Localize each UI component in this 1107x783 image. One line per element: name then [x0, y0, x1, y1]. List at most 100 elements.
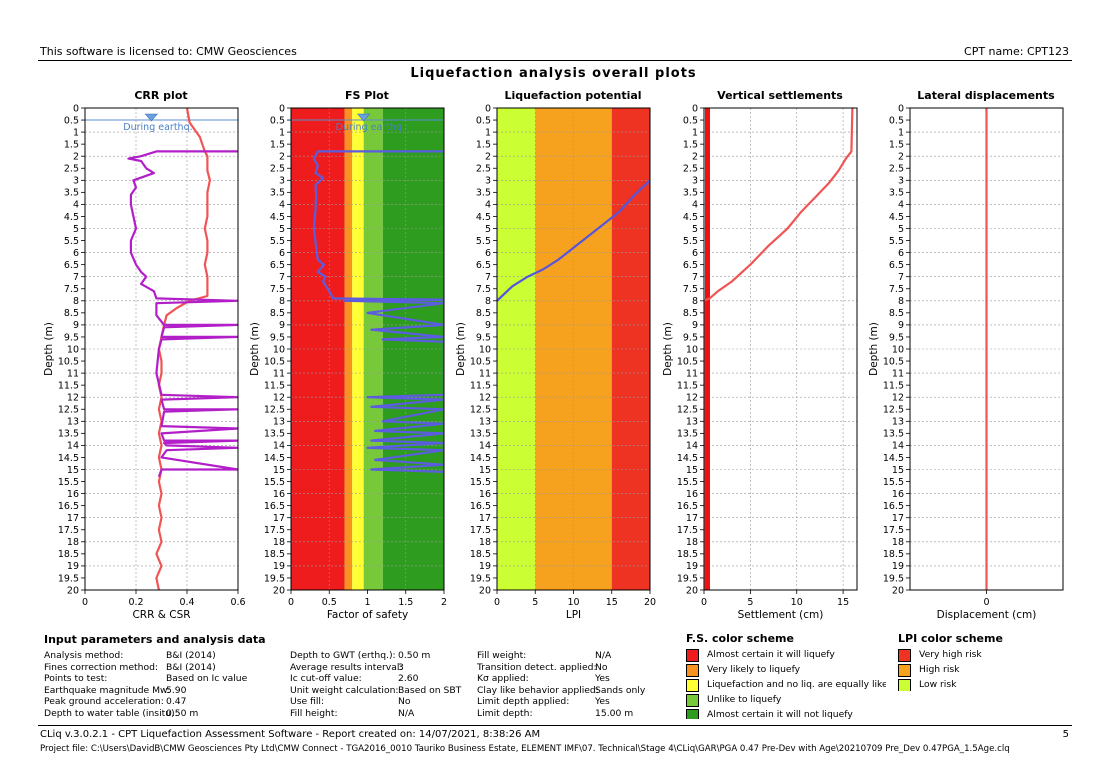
y-tick-label: 19.5 — [470, 573, 491, 584]
y-tick-label: 2 — [485, 152, 491, 163]
y-tick-label: 7.5 — [64, 284, 79, 295]
y-tick-label: 6 — [485, 248, 491, 259]
y-tick-label: 11.5 — [470, 380, 491, 391]
y-tick-label: 9 — [279, 320, 285, 331]
y-tick-label: 18 — [273, 537, 285, 548]
param-label: Use fill: — [290, 696, 325, 707]
y-tick-label: 4 — [279, 200, 285, 211]
y-tick-label: 0.5 — [683, 115, 698, 126]
lpi-plot-title: Liquefaction potential — [504, 89, 642, 102]
y-tick-label: 17 — [686, 513, 698, 524]
y-tick-label: 14.5 — [58, 453, 79, 464]
y-tick-label: 9.5 — [64, 332, 79, 343]
y-tick-label: 17.5 — [264, 525, 285, 536]
y-tick-label: 1.5 — [476, 139, 491, 150]
y-tick-label: 13.5 — [470, 429, 491, 440]
y-tick-label: 12.5 — [883, 405, 904, 416]
param-row: Limit depth: 15.00 m — [477, 708, 657, 720]
y-tick-label: 5.5 — [270, 236, 285, 247]
y-tick-label: 15 — [892, 465, 904, 476]
x-axis-label: Displacement (cm) — [937, 609, 1037, 621]
y-tick-label: 4.5 — [64, 212, 79, 223]
y-tick-label: 7 — [485, 272, 491, 283]
series-fs-0 — [312, 150, 444, 473]
y-tick-label: 0.5 — [270, 115, 285, 126]
y-tick-label: 18 — [67, 537, 79, 548]
y-tick-label: 3.5 — [889, 188, 904, 199]
y-tick-label: 11.5 — [883, 380, 904, 391]
y-tick-label: 3.5 — [64, 188, 79, 199]
y-tick-label: 15 — [273, 465, 285, 476]
y-tick-label: 9.5 — [476, 332, 491, 343]
y-tick-label: 8.5 — [683, 308, 698, 319]
x-tick-label: 0 — [701, 597, 707, 608]
param-row: Fines correction method: B&I (2014) — [44, 662, 274, 674]
y-tick-label: 8 — [279, 296, 285, 307]
y-tick-label: 16.5 — [470, 501, 491, 512]
y-tick-label: 13.5 — [264, 429, 285, 440]
lpi-scheme-title: LPI color scheme — [898, 632, 1003, 645]
legend-swatch — [898, 664, 911, 677]
y-tick-label: 15.5 — [470, 477, 491, 488]
y-tick-label: 8 — [692, 296, 698, 307]
legend-label: High risk — [919, 664, 960, 675]
param-value: 0.47 — [166, 696, 187, 707]
y-tick-label: 13 — [67, 417, 79, 428]
gwt-marker — [357, 113, 371, 122]
y-tick-label: 12 — [67, 393, 79, 404]
param-value: No — [595, 661, 608, 673]
gwt-annotation: During earthq. — [336, 122, 405, 133]
y-tick-label: 17 — [273, 513, 285, 524]
y-tick-label: 4.5 — [683, 212, 698, 223]
y-tick-label: 10.5 — [470, 356, 491, 367]
y-tick-label: 2.5 — [476, 164, 491, 175]
y-tick-label: 3 — [898, 176, 904, 187]
y-tick-label: 13 — [479, 417, 491, 428]
y-tick-label: 20 — [273, 585, 285, 596]
x-axis-label: Factor of safety — [327, 609, 408, 621]
y-tick-label: 17.5 — [677, 525, 698, 536]
y-tick-label: 2.5 — [683, 164, 698, 175]
legend-swatch — [898, 679, 911, 691]
y-tick-label: 10 — [686, 344, 698, 355]
y-tick-label: 6.5 — [270, 260, 285, 271]
y-tick-label: 14 — [273, 441, 285, 452]
param-value: No — [398, 696, 411, 707]
y-tick-label: 5 — [898, 224, 904, 235]
y-tick-label: 0 — [898, 103, 904, 114]
y-tick-label: 13.5 — [677, 429, 698, 440]
x-tick-label: 2 — [441, 597, 447, 608]
y-tick-label: 20 — [67, 585, 79, 596]
y-tick-label: 18 — [892, 537, 904, 548]
param-value: 0.50 m — [398, 650, 431, 661]
y-tick-label: 7.5 — [476, 284, 491, 295]
footer-rule — [38, 725, 1072, 726]
y-tick-label: 1 — [279, 127, 285, 138]
y-tick-label: 1.5 — [64, 139, 79, 150]
y-tick-label: 19 — [892, 561, 904, 572]
param-row: Fill height: N/A — [290, 708, 470, 720]
param-row: Fill weight: N/A — [477, 650, 657, 662]
chart-crr: During earthq.00.511.522.533.544.555.566… — [43, 103, 246, 621]
y-tick-label: 18.5 — [883, 549, 904, 560]
y-tick-label: 5 — [279, 224, 285, 235]
y-tick-label: 9 — [898, 320, 904, 331]
y-tick-label: 6.5 — [683, 260, 698, 271]
y-tick-label: 10.5 — [264, 356, 285, 367]
y-tick-label: 3.5 — [270, 188, 285, 199]
y-tick-label: 15.5 — [677, 477, 698, 488]
chart-fs: During earthq.00.511.522.533.544.555.566… — [249, 103, 447, 621]
y-axis-label: Depth (m) — [249, 322, 261, 376]
y-tick-label: 10.5 — [58, 356, 79, 367]
y-tick-label: 0.5 — [64, 115, 79, 126]
y-tick-label: 2.5 — [64, 164, 79, 175]
legend-label: Unlike to liquefy — [707, 694, 782, 705]
y-tick-label: 18.5 — [58, 549, 79, 560]
param-label: Clay like behavior applied: — [477, 684, 599, 696]
param-value: 3 — [398, 661, 404, 673]
param-row: Average results interval: 3 — [290, 662, 470, 674]
chart-settlement: 00.511.522.533.544.555.566.577.588.599.5… — [662, 103, 858, 621]
y-tick-label: 5 — [485, 224, 491, 235]
y-tick-label: 11 — [479, 368, 491, 379]
y-tick-label: 1 — [692, 127, 698, 138]
